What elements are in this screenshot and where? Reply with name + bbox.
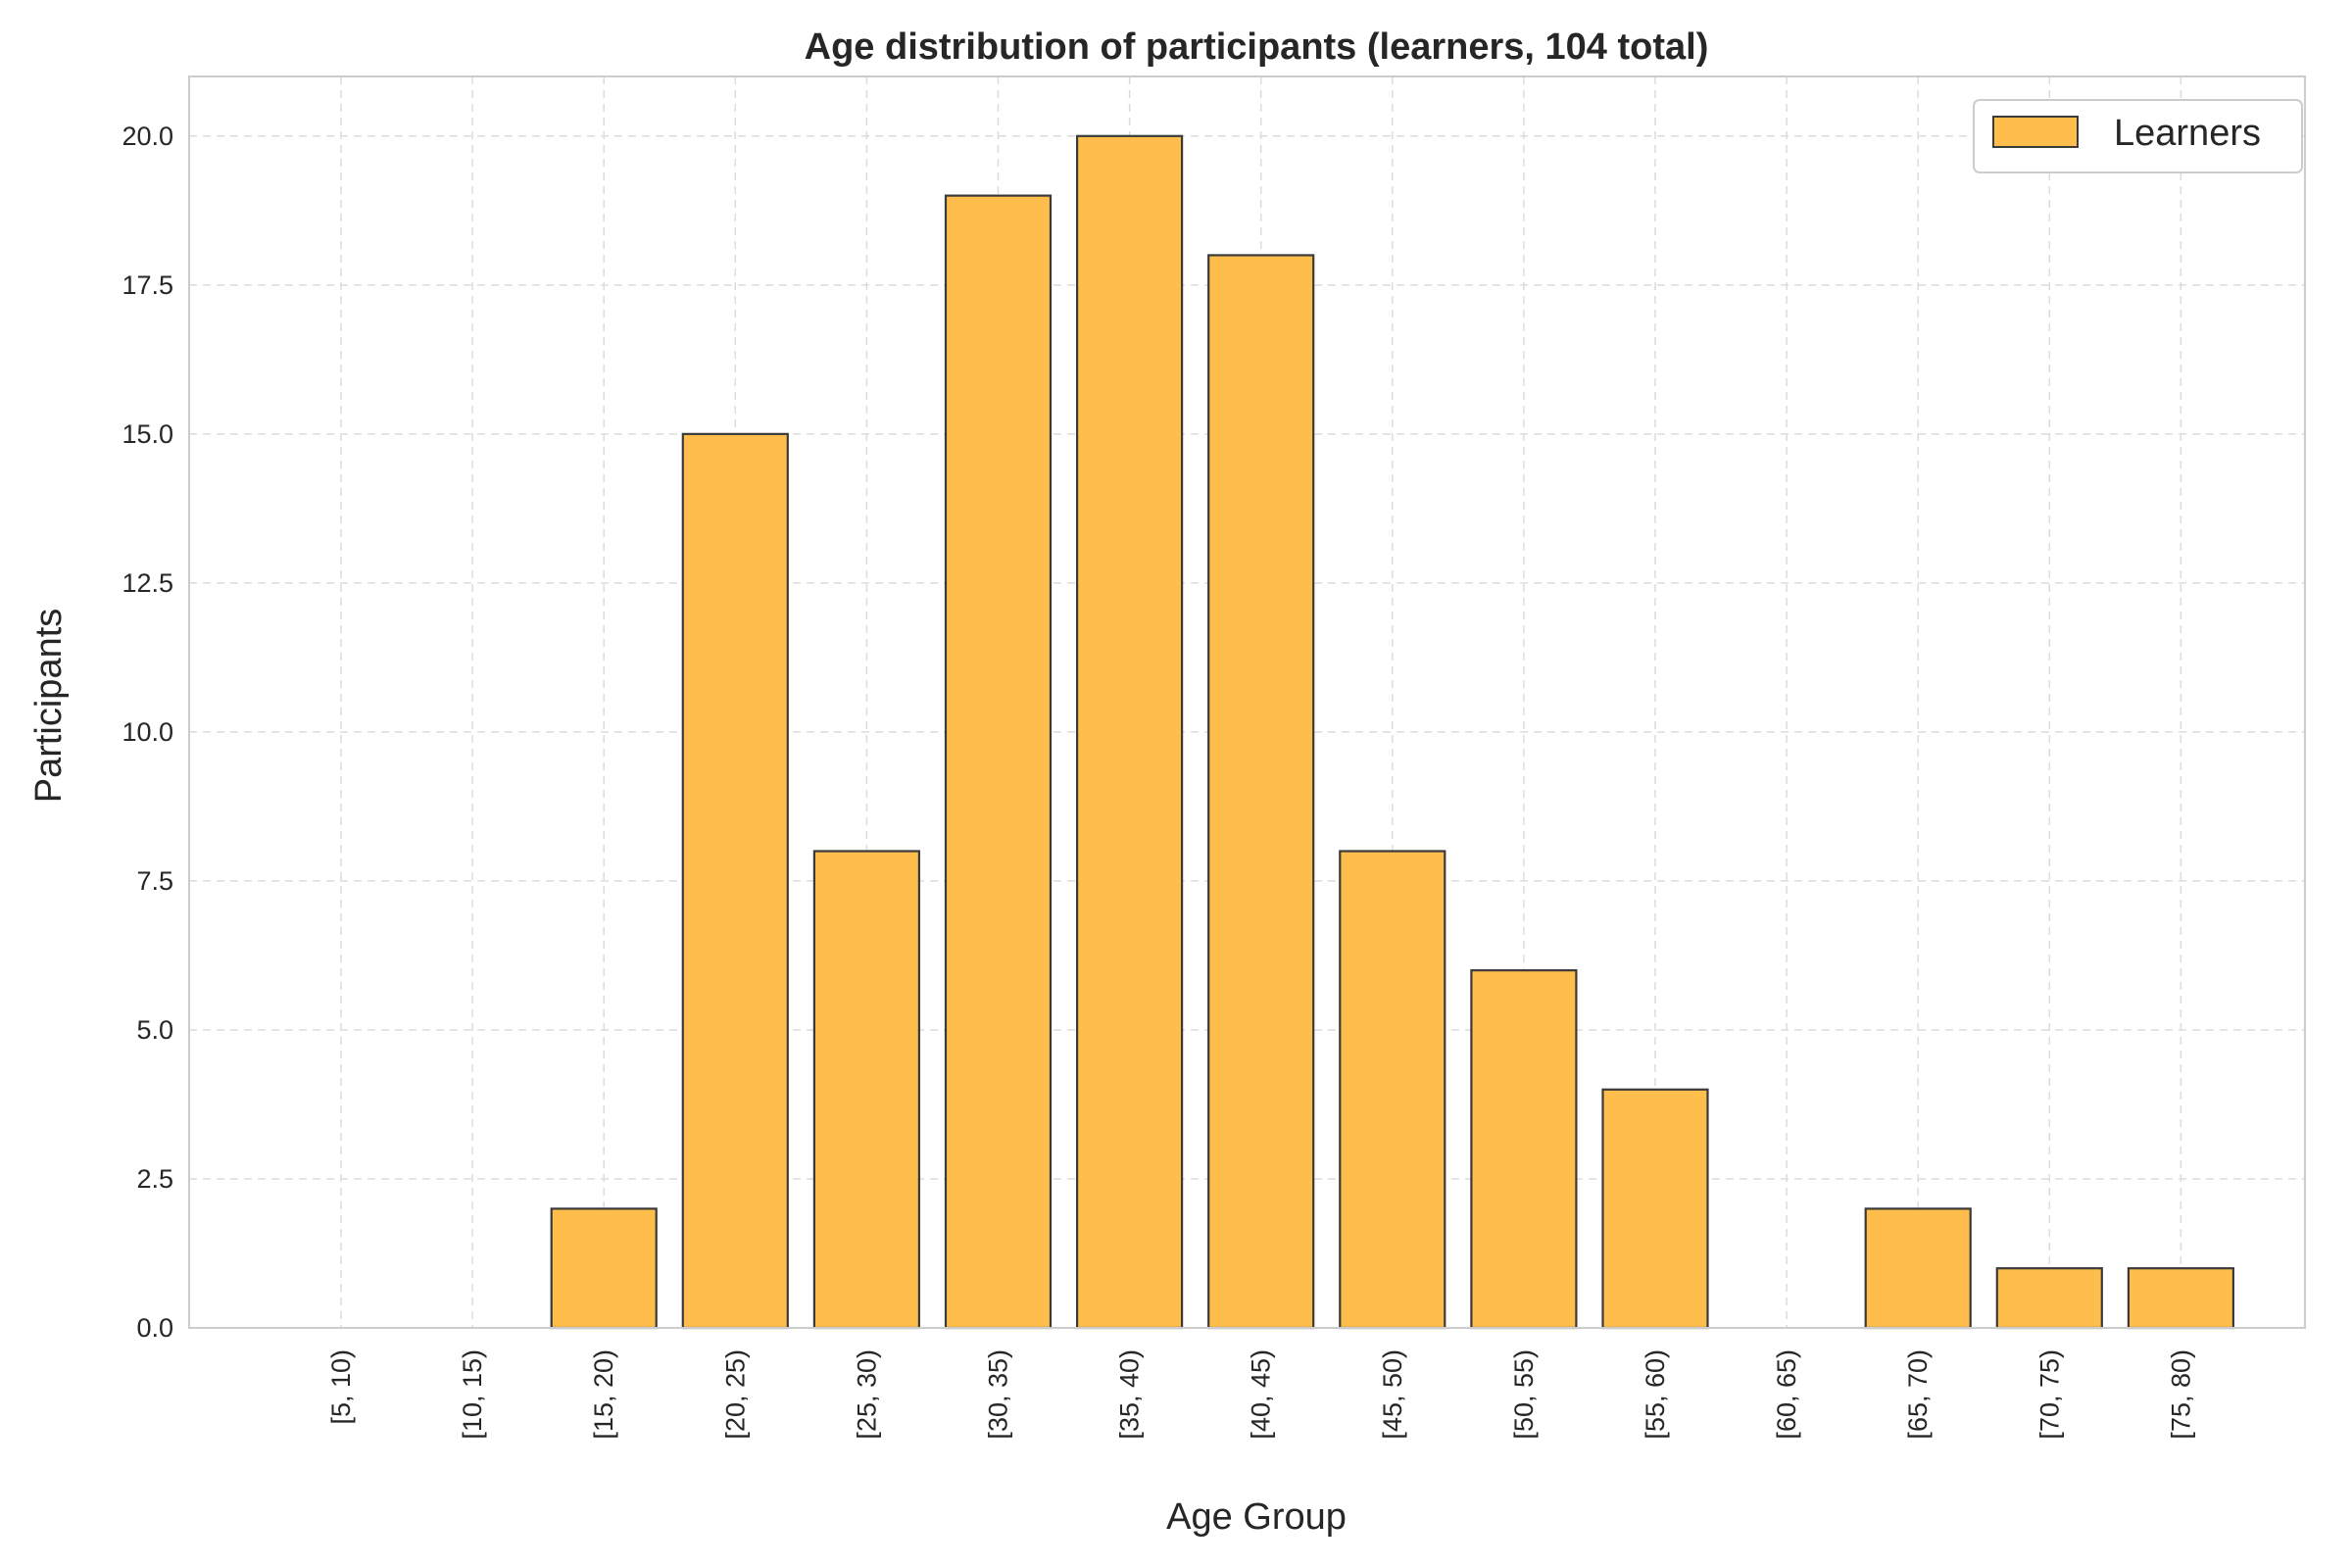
x-tick-label: [50, 55) xyxy=(1509,1349,1539,1440)
bar-40-45 xyxy=(1207,254,1315,1330)
y-tick-label: 17.5 xyxy=(122,270,173,300)
legend: Learners xyxy=(1973,99,2303,173)
y-tick-label: 20.0 xyxy=(122,122,173,151)
y-tick-label: 10.0 xyxy=(122,717,173,747)
bar-75-80 xyxy=(2127,1267,2234,1330)
y-tick-label: 5.0 xyxy=(136,1015,173,1045)
x-tick-label: [10, 15) xyxy=(458,1349,487,1440)
bar-30-35 xyxy=(944,194,1053,1330)
bar-65-70 xyxy=(1864,1207,1972,1330)
y-tick-label: 12.5 xyxy=(122,568,173,598)
bar-35-40 xyxy=(1075,134,1184,1330)
x-tick-label: [55, 60) xyxy=(1641,1349,1670,1440)
bar-15-20 xyxy=(550,1207,658,1330)
x-tick-label: [20, 25) xyxy=(720,1349,750,1440)
bar-25-30 xyxy=(812,850,921,1330)
x-tick-label: [30, 35) xyxy=(984,1349,1013,1440)
bar-45-50 xyxy=(1339,850,1446,1330)
y-tick-label: 7.5 xyxy=(136,866,173,896)
x-tick-label: [65, 70) xyxy=(1903,1349,1933,1440)
x-tick-label: [60, 65) xyxy=(1772,1349,1801,1440)
x-tick-label: [25, 30) xyxy=(852,1349,881,1440)
y-tick-label: 2.5 xyxy=(136,1164,173,1194)
bar-50-55 xyxy=(1470,969,1578,1330)
chart-title: Age distribution of participants (learne… xyxy=(805,26,1709,68)
y-tick-label: 15.0 xyxy=(122,419,173,449)
plot-frame xyxy=(188,75,2306,1329)
bars-layer xyxy=(550,134,2234,1330)
x-tick-label: [45, 50) xyxy=(1378,1349,1407,1440)
x-tick-labels: [5, 10) [10, 15) [15, 20) [20, 25) [25, 30) [… xyxy=(326,1349,2195,1440)
y-tick-labels: 0.0 2.5 5.0 7.5 10.0 12.5 15.0 17.5 20.0 xyxy=(122,122,173,1343)
x-tick-label: [40, 45) xyxy=(1247,1349,1276,1440)
bar-70-75 xyxy=(1995,1267,2103,1330)
bar-55-60 xyxy=(1601,1088,1709,1330)
x-tick-label: [35, 40) xyxy=(1115,1349,1145,1440)
legend-label: Learners xyxy=(2114,113,2261,154)
y-axis-label: Participants xyxy=(28,609,70,804)
legend-swatch xyxy=(1992,116,2079,148)
x-tick-label: [75, 80) xyxy=(2166,1349,2195,1440)
y-tick-label: 0.0 xyxy=(136,1313,173,1343)
bar-20-25 xyxy=(681,432,789,1330)
x-axis-label: Age Group xyxy=(1166,1496,1347,1538)
x-tick-label: [70, 75) xyxy=(2034,1349,2064,1440)
x-tick-label: [15, 20) xyxy=(589,1349,618,1440)
x-tick-label: [5, 10) xyxy=(326,1349,356,1425)
